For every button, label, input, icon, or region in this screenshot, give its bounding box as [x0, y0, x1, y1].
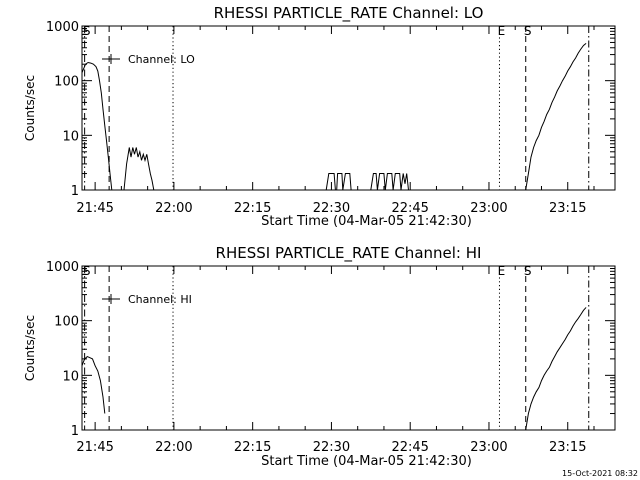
- x-tick-label: 22:30: [313, 440, 350, 455]
- x-tick-label: 21:45: [76, 440, 113, 455]
- marker-label: E: [498, 264, 506, 278]
- y-tick-label: 10: [62, 129, 79, 144]
- x-axis-title: Start Time (04-Mar-05 21:42:30): [261, 454, 472, 469]
- panel-lo: RHESSI PARTICLE_RATE Channel: LO 21:45 22:…: [23, 4, 616, 229]
- series-line: [81, 356, 106, 414]
- plot-frame: [81, 265, 616, 431]
- panel-hi: RHESSI PARTICLE_RATE Channel: HI 21:45 22:…: [23, 244, 616, 469]
- x-tick-label: 22:00: [155, 440, 192, 455]
- x-tick-label: 23:15: [549, 440, 586, 455]
- x-tick-label: 22:45: [391, 201, 428, 216]
- marker-label: S: [524, 24, 532, 38]
- marker-label: S: [83, 24, 91, 38]
- x-tick-label: 23:00: [470, 201, 507, 216]
- marker-label: E: [498, 24, 506, 38]
- y-tick-label: 10: [62, 369, 79, 384]
- series-line: [525, 43, 587, 191]
- y-tick-label: 100: [54, 75, 79, 90]
- series-line: [81, 61, 113, 191]
- x-tick-label: 23:00: [470, 440, 507, 455]
- y-axis-title: Counts/sec: [23, 315, 37, 381]
- timestamp-stamp: 15-Oct-2021 08:32: [562, 469, 638, 478]
- marker-label: S: [83, 264, 91, 278]
- y-tick-label: 1: [71, 184, 79, 199]
- y-tick-label: 1000: [46, 20, 79, 35]
- marker-label: S: [524, 264, 532, 278]
- y-tick-label: 1: [71, 424, 79, 439]
- series-line: [370, 173, 411, 191]
- y-tick-label: 1000: [46, 260, 79, 275]
- x-tick-label: 22:45: [391, 440, 428, 455]
- x-tick-label: 23:15: [549, 201, 586, 216]
- x-tick-label: 22:15: [234, 440, 271, 455]
- x-tick-label: 21:45: [76, 201, 113, 216]
- x-tick-label: 22:00: [155, 201, 192, 216]
- x-tick-label: 22:15: [234, 201, 271, 216]
- y-tick-label: 100: [54, 315, 79, 330]
- chart-title: RHESSI PARTICLE_RATE Channel: HI: [216, 244, 482, 263]
- x-axis-title: Start Time (04-Mar-05 21:42:30): [261, 214, 472, 229]
- plot-frame: [81, 25, 616, 191]
- series-line: [325, 173, 353, 191]
- chart-title: RHESSI PARTICLE_RATE Channel: LO: [214, 4, 484, 23]
- legend-label: Channel: LO: [128, 53, 195, 66]
- x-tick-label: 22:30: [313, 201, 350, 216]
- y-axis-title: Counts/sec: [23, 75, 37, 141]
- series-line: [123, 147, 155, 191]
- series-line: [525, 307, 587, 431]
- legend-label: Channel: HI: [128, 293, 192, 306]
